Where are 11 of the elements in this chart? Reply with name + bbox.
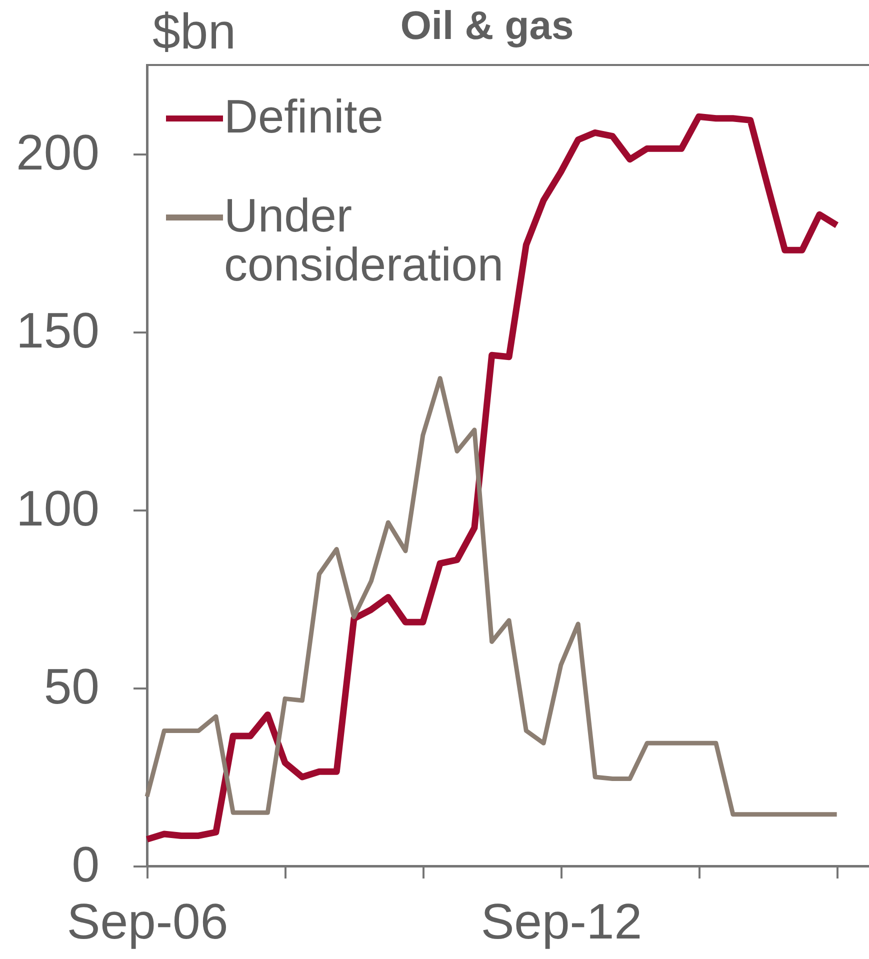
y-tick-label: 50 <box>44 658 100 714</box>
y-tick-label: 200 <box>16 124 100 180</box>
y-axis-title: $bn <box>152 4 236 60</box>
legend-label: Under consideration <box>224 188 504 290</box>
chart-title: Oil & gas <box>400 4 574 48</box>
y-tick-label: 100 <box>16 480 100 536</box>
y-tick-label: 0 <box>72 836 100 892</box>
y-tick-label: 150 <box>16 302 100 358</box>
legend-label: Definite <box>224 90 384 142</box>
x-tick-label: Sep-06 <box>66 894 228 950</box>
x-tick-label: Sep-12 <box>480 894 642 950</box>
